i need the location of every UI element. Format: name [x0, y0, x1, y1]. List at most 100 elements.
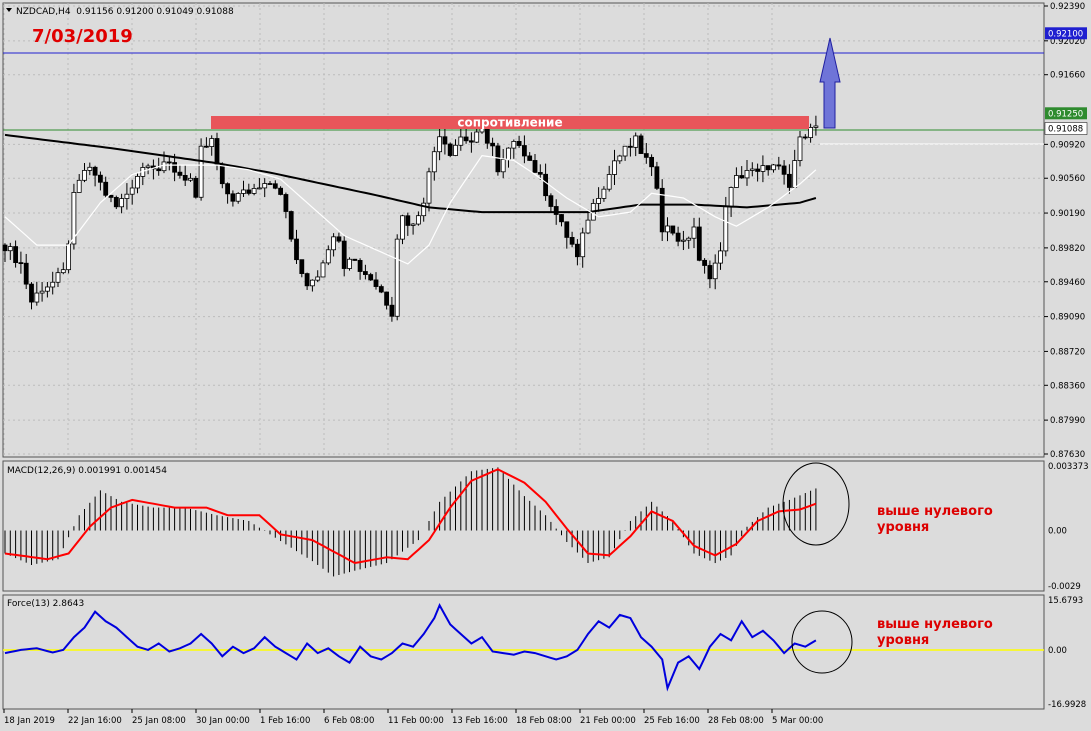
date-label: 7/03/2019 [32, 26, 133, 47]
candle [813, 115, 819, 136]
ma-fast-line [4, 154, 817, 265]
candle [113, 195, 119, 210]
candle [331, 233, 337, 257]
candle [193, 175, 199, 199]
svg-text:0.92100: 0.92100 [1048, 29, 1083, 39]
time-tick-label: 22 Jan 16:00 [68, 716, 122, 726]
candle [808, 123, 813, 143]
candle [458, 128, 464, 151]
candle [628, 137, 633, 157]
dropdown-triangle-icon[interactable] [6, 8, 12, 12]
time-tick-label: 6 Feb 08:00 [324, 716, 374, 726]
candle [802, 134, 808, 140]
macd-annotation-line1: выше нулевого [877, 504, 993, 519]
force-annotation-line1: выше нулевого [877, 617, 993, 632]
candle [60, 262, 66, 275]
candle [797, 131, 803, 167]
candle [659, 179, 665, 241]
candle [495, 142, 501, 176]
price-tick-label: 0.87630 [1050, 450, 1085, 460]
candle [559, 213, 564, 227]
candle [415, 211, 421, 226]
candle [76, 174, 82, 193]
ma-slow-line [4, 133, 817, 214]
candle [707, 260, 713, 289]
price-tick-label: 0.92390 [1050, 2, 1085, 12]
candle [108, 194, 114, 203]
current-price-tag: 0.91088 [1044, 122, 1088, 135]
price-pane[interactable] [2, 2, 1045, 458]
svg-text:0.91088: 0.91088 [1048, 125, 1083, 135]
candle [320, 260, 326, 278]
time-axis: 18 Jan 2019 22 Jan 16:00 25 Jan 08:00 30 Ja… [3, 709, 823, 726]
candle [734, 167, 739, 188]
price-tick-label: 0.90920 [1050, 140, 1085, 150]
time-tick-label: 18 Jan 2019 [4, 716, 55, 726]
up-arrow-icon [819, 37, 841, 129]
candle [278, 186, 284, 196]
force-annotation-line2: уровня [877, 633, 929, 648]
price-tick-label: 0.89460 [1050, 278, 1085, 288]
candle [352, 258, 358, 261]
candle [622, 145, 628, 161]
macd-tick-label: 0.003373 [1048, 462, 1089, 472]
candle [548, 193, 554, 212]
candle [225, 182, 231, 204]
candle [564, 221, 570, 249]
candle [511, 139, 517, 159]
resistance-box [211, 116, 809, 129]
candle [87, 162, 93, 176]
candle [691, 217, 697, 249]
candle [702, 258, 707, 274]
candle [765, 165, 771, 176]
candle [384, 291, 390, 310]
candle [500, 148, 506, 179]
candle [29, 282, 34, 310]
candle [463, 128, 469, 144]
candle [182, 164, 188, 187]
candle [421, 197, 427, 222]
candle [532, 154, 538, 173]
candle [718, 242, 723, 270]
candle [13, 240, 19, 268]
candle [575, 239, 580, 266]
candle [39, 281, 45, 302]
macd-tick-label: -0.0029 [1048, 582, 1081, 592]
candle [357, 258, 363, 280]
candle [522, 135, 527, 164]
candle [670, 225, 676, 236]
force-tick-label: 15.6793 [1048, 596, 1083, 606]
candle [119, 193, 124, 214]
candle [235, 192, 241, 204]
candle [696, 217, 702, 262]
candle [272, 180, 278, 190]
candle [251, 183, 257, 196]
candle [675, 226, 681, 247]
force-tick-label: 0.00 [1048, 646, 1067, 656]
candle [638, 133, 644, 154]
target-price-tag: 0.92100 [1045, 27, 1087, 40]
candle [400, 214, 405, 245]
candle [712, 254, 718, 290]
candle [654, 161, 660, 190]
price-tick-label: 0.89090 [1050, 313, 1085, 323]
price-tick-label: 0.90190 [1050, 209, 1085, 219]
candle [373, 272, 379, 290]
candle [299, 259, 305, 278]
candle [209, 135, 215, 156]
candle [203, 137, 209, 148]
candle [66, 240, 71, 274]
force-label: Force(13) 2.8643 [7, 599, 84, 609]
candle [45, 281, 50, 298]
candle [294, 229, 299, 265]
candle [649, 154, 654, 176]
candle [341, 235, 347, 277]
candle [135, 173, 140, 194]
candle [686, 236, 692, 249]
price-tick-label: 0.90560 [1050, 174, 1085, 184]
candle [453, 139, 458, 157]
price-tick-label: 0.91660 [1050, 71, 1085, 81]
candle [145, 163, 151, 175]
candle [516, 135, 522, 148]
